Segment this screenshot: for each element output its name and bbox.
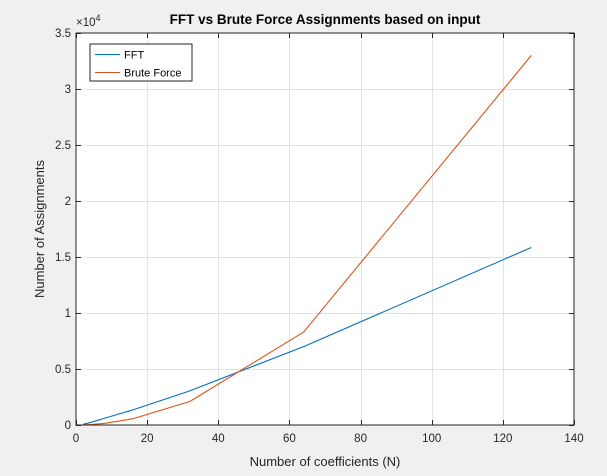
- series-line-fft: [82, 246, 532, 425]
- legend-label-brute-force: Brute Force: [124, 68, 181, 80]
- axes-frame: [75, 32, 575, 426]
- x-tick-label: 140: [564, 433, 583, 445]
- y-tick-label: 2: [65, 196, 71, 208]
- legend[interactable]: FFT Brute Force: [89, 43, 193, 82]
- x-tick-label: 80: [354, 433, 367, 445]
- x-tick-label: 100: [422, 433, 441, 445]
- y-tick-label: 2.5: [55, 140, 71, 152]
- y-tick-label: 3.5: [55, 28, 71, 40]
- y-axis-title: Number of Assignments: [32, 160, 47, 299]
- y-tick-label: 3: [65, 84, 71, 96]
- chart-title: FFT vs Brute Force Assignments based on …: [170, 12, 481, 27]
- x-tick-label: 40: [212, 433, 225, 445]
- y-exponent-base: ×10: [76, 17, 96, 29]
- x-tick-label: 20: [141, 433, 154, 445]
- plot-area: [76, 33, 574, 425]
- y-axis-exponent: ×104: [76, 13, 101, 29]
- x-tick-label: 0: [73, 433, 79, 445]
- legend-box: [89, 43, 193, 82]
- tick-labels: 0 20 40 60 80 100 120 140 0 0.5 1 1.5 2 2.5 3 3.5: [55, 28, 584, 445]
- y-exponent-power: 4: [96, 13, 101, 23]
- y-tick-label: 0: [65, 420, 71, 432]
- grid-lines: [76, 33, 574, 425]
- x-tick-label: 60: [283, 433, 296, 445]
- y-tick-label: 0.5: [55, 364, 71, 376]
- tick-marks: [76, 33, 575, 426]
- x-axis-title: Number of coefficients (N): [250, 454, 401, 469]
- x-tick-label: 120: [493, 433, 512, 445]
- legend-label-fft: FFT: [124, 50, 144, 62]
- y-tick-label: 1.5: [55, 252, 71, 264]
- y-tick-label: 1: [65, 308, 71, 320]
